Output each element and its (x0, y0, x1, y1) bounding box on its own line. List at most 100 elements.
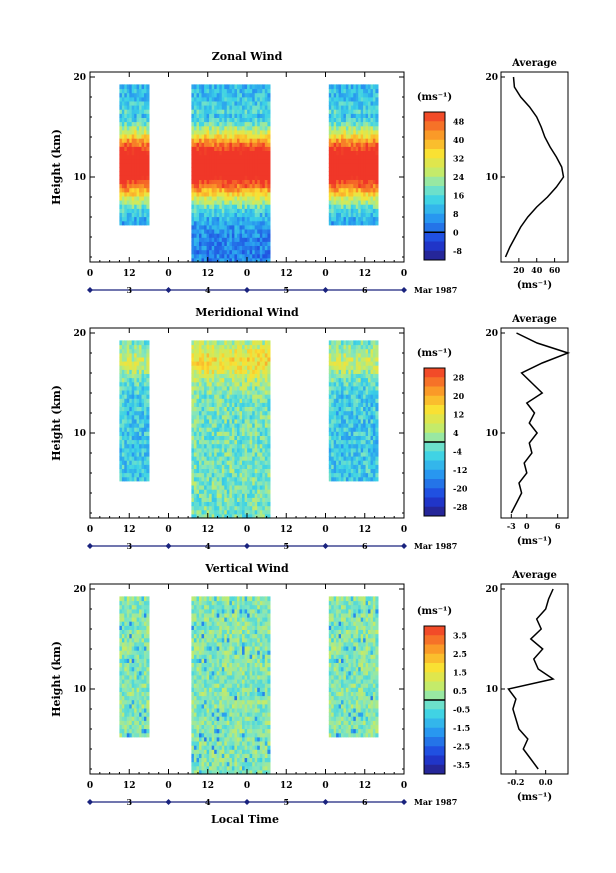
date-tick-marker (165, 799, 172, 805)
panel-0 (87, 71, 569, 293)
date-tick-marker (165, 287, 172, 293)
colorbar-band (424, 195, 445, 205)
colorbar-tick-label: -2.5 (453, 741, 470, 751)
x-tick-label: 12 (280, 525, 293, 535)
average-profile (500, 71, 569, 263)
colorbar (423, 111, 446, 261)
heatmap-segment (119, 340, 150, 482)
colorbar-tick-label: 16 (453, 190, 465, 200)
average-frame (500, 583, 569, 775)
date-tick-marker (87, 543, 93, 549)
x-tick-label: 0 (165, 781, 171, 791)
x-tick-label: 0 (165, 269, 171, 279)
colorbar-band (424, 405, 445, 415)
colorbar-band (424, 139, 445, 150)
date-suffix: Mar 1987 (414, 797, 457, 807)
avg-y-tick-label: 20 (485, 585, 498, 595)
avg-y-tick-label: 10 (485, 429, 498, 439)
date-tick-marker (322, 543, 329, 549)
x-tick-label: 12 (280, 269, 293, 279)
colorbar-band (424, 451, 445, 461)
date-tick-label: 4 (205, 541, 211, 551)
panel-2 (87, 583, 569, 805)
average-xlabel: (ms⁻¹) (517, 536, 552, 547)
y-tick-label: 10 (73, 173, 86, 183)
x-tick-label: 12 (123, 525, 136, 535)
average-profile (500, 583, 569, 775)
local-time-label: Local Time (211, 813, 279, 826)
x-tick-label: 0 (244, 525, 250, 535)
x-tick-label: 0 (244, 269, 250, 279)
colorbar-band (424, 223, 445, 233)
colorbar-band (424, 377, 445, 387)
colorbar-frame (423, 111, 446, 261)
colorbar-tick-label: -12 (453, 465, 467, 475)
heatmap-segment (328, 84, 379, 226)
date-tick-label: 4 (205, 797, 211, 807)
avg-y-tick-label: 10 (485, 685, 498, 695)
colorbar-tick-label: 0.5 (453, 686, 467, 696)
average-title: Average (511, 314, 557, 325)
x-tick-label: 0 (87, 525, 93, 535)
date-tick-marker (244, 543, 250, 549)
x-tick-label: 12 (358, 781, 371, 791)
avg-y-tick-label: 10 (485, 173, 498, 183)
colorbar-tick-label: 24 (453, 172, 465, 182)
x-tick-label: 0 (87, 269, 93, 279)
average-profile-line (507, 588, 555, 770)
colorbar (423, 625, 446, 775)
y-tick-label: 10 (73, 685, 86, 695)
colorbar-tick-label: 0 (453, 227, 459, 237)
colorbar-band (424, 727, 445, 738)
x-tick-label: 0 (322, 781, 328, 791)
average-profile-line (510, 332, 571, 514)
avg-x-tick-label: 6 (555, 521, 561, 531)
colorbar-band (424, 250, 445, 261)
date-tick-label: 3 (126, 285, 132, 295)
date-tick-marker (244, 287, 250, 293)
x-tick-label: 12 (123, 781, 136, 791)
avg-x-tick-label: -3 (507, 521, 516, 531)
date-tick-label: 5 (283, 285, 289, 295)
heatmap-segment (328, 596, 379, 738)
avg-y-tick-label: 20 (485, 329, 498, 339)
colorbar-band (424, 232, 445, 242)
y-tick-label: 10 (73, 429, 86, 439)
x-tick-label: 0 (401, 269, 407, 279)
date-tick-marker (87, 287, 93, 293)
panel-1 (87, 327, 571, 549)
colorbar-band (424, 469, 445, 480)
colorbar-band (424, 626, 445, 636)
colorbar-band (424, 213, 445, 224)
colorbar-tick-label: 20 (453, 391, 465, 401)
avg-x-tick-label: -0.2 (507, 777, 524, 787)
colorbar-band (424, 681, 445, 692)
colorbar-band (424, 204, 445, 215)
y-tick-label: 20 (73, 73, 86, 83)
date-tick-marker (401, 799, 407, 805)
x-tick-label: 0 (165, 525, 171, 535)
colorbar-tick-label: -4 (453, 446, 462, 456)
date-suffix: Mar 1987 (414, 541, 457, 551)
x-tick-label: 12 (123, 269, 136, 279)
average-profile-line (504, 76, 565, 258)
colorbar-tick-label: -28 (453, 502, 468, 512)
colorbar-band (424, 764, 445, 775)
date-tick-marker (401, 543, 407, 549)
colorbar-band (424, 737, 445, 747)
colorbar-band (424, 690, 445, 701)
date-tick-label: 5 (283, 541, 289, 551)
avg-y-tick-label: 20 (485, 73, 498, 83)
date-tick-marker (322, 287, 329, 293)
colorbar-band (424, 158, 445, 168)
colorbar-band (424, 112, 445, 122)
colorbar-tick-label: -0.5 (453, 704, 470, 714)
colorbar-band (424, 718, 445, 729)
colorbar-band (424, 672, 445, 682)
y-tick-label: 20 (73, 585, 86, 595)
colorbar-band (424, 176, 445, 187)
avg-x-tick-label: 0 (524, 521, 530, 531)
colorbar-tick-label: -3.5 (453, 760, 470, 770)
colorbar-band (424, 423, 445, 434)
